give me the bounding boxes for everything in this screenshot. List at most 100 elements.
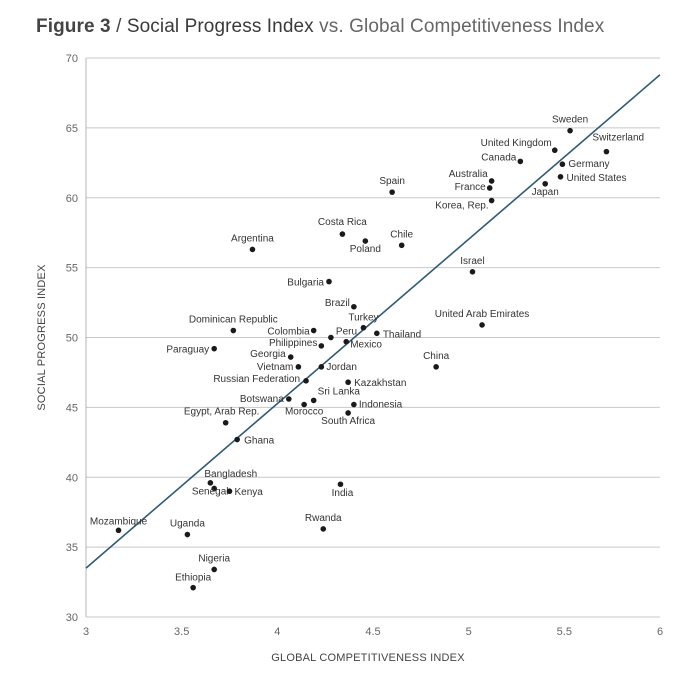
- data-point: [318, 343, 325, 349]
- data-point: [343, 338, 350, 345]
- point-label: Germany: [568, 159, 609, 170]
- point-label: Nigeria: [198, 553, 230, 564]
- x-tick-label: 5: [466, 626, 472, 638]
- title-separator: /: [110, 16, 127, 37]
- data-point: [190, 584, 196, 591]
- figure-number: Figure 3: [36, 16, 111, 37]
- point-label: Colombia: [267, 327, 310, 338]
- x-tick-label: 4: [274, 626, 280, 638]
- data-point: [301, 401, 307, 408]
- point-label: Canada: [481, 152, 516, 163]
- data-point: [211, 485, 217, 492]
- data-point: [351, 303, 357, 310]
- data-point: [362, 238, 369, 244]
- point-label: United Kingdom: [481, 138, 552, 149]
- data-point: [488, 197, 495, 204]
- data-point: [328, 334, 334, 341]
- data-point: [318, 364, 325, 370]
- point-label: South Africa: [321, 416, 375, 427]
- point-label: Senegal: [192, 486, 229, 497]
- point-label: Morocco: [285, 407, 324, 418]
- data-point: [559, 161, 566, 168]
- data-point: [469, 269, 476, 275]
- point-label: Japan: [532, 187, 559, 198]
- y-axis-label: SOCIAL PROGRESS INDEX: [36, 264, 48, 411]
- data-point: [486, 185, 493, 191]
- point-label: India: [332, 488, 354, 499]
- point-label: Poland: [350, 244, 381, 255]
- data-point: [603, 148, 610, 155]
- data-point: [326, 278, 332, 285]
- point-label: United Arab Emirates: [435, 309, 530, 320]
- point-label: Brazil: [325, 298, 350, 309]
- data-point: [310, 327, 317, 334]
- y-tick-label: 70: [66, 53, 78, 65]
- x-tick-label: 5.5: [557, 626, 572, 638]
- point-label: Ghana: [244, 436, 274, 447]
- point-label: Uganda: [170, 519, 205, 530]
- data-point: [433, 364, 439, 370]
- y-tick-label: 60: [66, 193, 78, 205]
- data-point: [230, 327, 237, 334]
- point-label: Jordan: [326, 362, 357, 373]
- point-label: Mozambique: [90, 516, 148, 527]
- x-axis-label: GLOBAL COMPETITIVENESS INDEX: [271, 652, 465, 664]
- chart-title: Figure 3 / Social Progress Index vs. Glo…: [36, 16, 604, 38]
- point-label: Ethiopia: [175, 573, 212, 584]
- trend-line: [85, 74, 661, 569]
- data-point: [351, 401, 357, 408]
- data-point: [374, 330, 380, 337]
- data-point: [389, 189, 395, 195]
- data-point: [115, 527, 122, 534]
- data-point: [226, 488, 233, 495]
- point-label: China: [423, 351, 450, 362]
- point-label: United States: [567, 173, 627, 184]
- point-label: Mexico: [350, 340, 382, 351]
- point-label: Rwanda: [305, 513, 342, 524]
- point-label: Indonesia: [359, 400, 403, 411]
- data-point: [542, 180, 548, 187]
- data-point: [567, 127, 573, 134]
- point-label: Chile: [390, 229, 413, 240]
- point-label: Botswana: [240, 394, 284, 405]
- data-point: [557, 173, 564, 180]
- data-point: [360, 324, 367, 331]
- data-point: [222, 419, 229, 426]
- point-label: France: [455, 182, 487, 193]
- point-label: Australia: [449, 169, 488, 180]
- point-label: Georgia: [250, 349, 286, 360]
- y-tick-label: 65: [66, 123, 78, 135]
- data-point: [345, 410, 351, 416]
- data-point: [488, 178, 495, 184]
- data-point: [345, 379, 351, 386]
- data-point: [303, 378, 309, 384]
- point-label: Dominican Republic: [189, 315, 278, 326]
- data-point: [310, 397, 317, 404]
- data-point: [517, 158, 524, 165]
- data-point: [295, 364, 302, 370]
- point-label: Kenya: [235, 487, 264, 498]
- data-point: [249, 246, 256, 253]
- point-label: Russian Federation: [213, 374, 300, 385]
- point-label: Thailand: [383, 329, 421, 340]
- point-label: Korea, Rep.: [435, 201, 488, 212]
- point-label: Spain: [379, 176, 405, 187]
- data-point: [207, 480, 214, 486]
- point-label: Peru: [336, 327, 357, 338]
- data-point: [320, 526, 327, 532]
- point-label: Kazakhstan: [354, 378, 406, 389]
- point-label: Vietnam: [257, 362, 294, 373]
- point-label: Bangladesh: [204, 469, 257, 480]
- y-tick-label: 40: [66, 472, 78, 484]
- data-point: [339, 231, 346, 237]
- data-point: [287, 354, 294, 360]
- point-label: Sweden: [552, 115, 588, 126]
- point-label: Argentina: [231, 233, 274, 244]
- point-label: Paraguay: [166, 345, 209, 356]
- y-tick-label: 30: [66, 612, 78, 624]
- point-label: Costa Rica: [318, 217, 367, 228]
- data-point: [286, 396, 292, 402]
- data-point: [211, 345, 217, 352]
- point-label: Switzerland: [592, 133, 644, 144]
